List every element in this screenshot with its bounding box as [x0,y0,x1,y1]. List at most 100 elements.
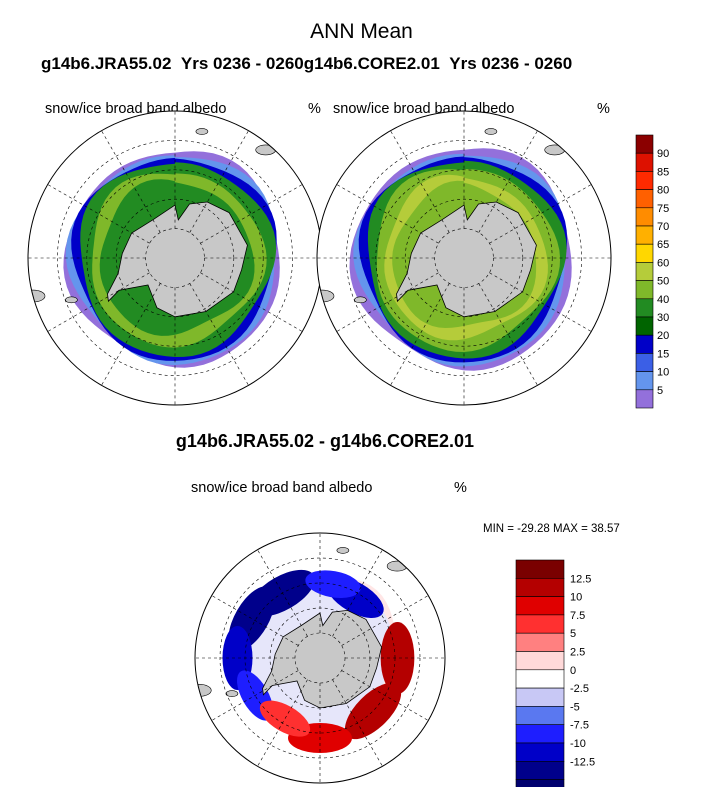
left-longitude-gridline [101,283,161,386]
abs-colorbar-box [635,280,654,300]
right-longitude-gridline [478,283,538,386]
diff-anomaly-patch [380,622,415,694]
abs-colorbar-label: 65 [657,239,669,251]
abs-colorbar-box [635,389,654,409]
difference-polar-map [195,533,445,783]
diff-longitude-gridline [257,679,308,767]
diff-colorbar-box [515,596,565,616]
abs-colorbar-box [635,134,654,154]
left-antarctica [107,201,248,318]
right-latitude-gridline [346,140,582,376]
diff-colorbar-box [515,632,565,652]
diff-colorbar-box [515,687,565,707]
abs-colorbar-label: 20 [657,330,669,342]
abs-colorbar-box [635,334,654,354]
diff-colorbar-box [515,724,565,744]
left-longitude-gridline [200,272,303,332]
left-case-name: g14b6.JRA55.02 [41,54,172,73]
abs-colorbar-box [635,353,654,372]
difference-title: g14b6.JRA55.02 - g14b6.CORE2.01 [175,431,475,451]
abs-colorbar-label: 5 [657,385,663,397]
difference-map-frame [194,532,446,784]
diff-colorbar-box [515,779,565,787]
right-landmass [484,128,498,135]
right-longitude-gridline [390,130,450,233]
abs-colorbar-box [635,152,654,172]
diff-colorbar-label: 12.5 [570,573,591,585]
difference-colorbar: 12.5 10 7.5 5 2.5 0 -2.5 -5 -7.5 -10 -12.5 [515,559,595,787]
diff-units-label: % [454,480,467,496]
diff-antarctica [262,609,383,709]
abs-colorbar-box [635,225,654,245]
right-longitude-gridline [489,272,592,332]
diff-variable-label: snow/ice broad band albedo [191,480,373,496]
diff-landmass [225,690,239,697]
diff-colorbar-label: 10 [570,592,582,604]
diff-colorbar-box [515,577,565,597]
diff-colorbar-label: 0 [570,665,576,677]
right-longitude-gridline [336,272,439,332]
abs-colorbar-label: 75 [657,203,669,215]
diff-colorbar-label: -5 [570,701,580,713]
right-longitude-gridline [478,130,538,233]
diff-colorbar-box [515,669,565,689]
right-antarctica [396,201,537,318]
right-landmass [544,144,566,156]
right-latitude-gridline [375,169,553,347]
diff-longitude-gridline [341,670,429,721]
diff-colorbar-box [515,742,565,762]
diff-colorbar-label: -2.5 [570,683,589,695]
left-longitude-gridline [189,283,249,386]
diff-longitude-gridline [341,595,429,646]
left-longitude-gridline [101,130,161,233]
abs-colorbar-label: 30 [657,312,669,324]
diff-anomaly-patch [344,682,402,740]
diff-longitude-gridline [332,549,383,637]
diff-colorbar-label: 7.5 [570,610,585,622]
abs-colorbar-label: 15 [657,348,669,360]
abs-colorbar-box [635,207,654,227]
diff-colorbar-label: 2.5 [570,647,585,659]
right-case-name: g14b6.CORE2.01 [303,54,440,73]
diff-longitude-gridline [211,670,299,721]
left-units-label: % [308,101,321,117]
abs-colorbar-box [635,243,654,263]
abs-colorbar-label: 60 [657,257,669,269]
left-latitude-gridline [86,169,264,347]
diff-colorbar-box [515,706,565,726]
abs-colorbar-label: 10 [657,367,669,379]
left-latitude-gridline [115,198,235,318]
left-landmass [255,144,277,156]
abs-colorbar-box [635,171,654,190]
right-latitude-gridline [404,198,524,318]
right-longitude-gridline [390,283,450,386]
abs-colorbar-label: 80 [657,185,669,197]
left-years: Yrs 0236 - 0260 [180,54,304,73]
right-longitude-gridline [336,184,439,244]
min-max-readout: MIN = -29.28 MAX = 38.57 [483,523,620,535]
diff-longitude-gridline [332,679,383,767]
right-map-frame [316,110,612,406]
left-latitude-gridline [57,140,293,376]
abs-colorbar-label: 85 [657,166,669,178]
left-longitude-gridline [189,130,249,233]
diff-colorbar-label: -10 [570,738,586,750]
panel-titles: g14b6.JRA55.02 Yrs 0236 - 0260g14b6.CORE… [41,54,572,74]
left-landmass [195,128,209,135]
right-units-label: % [597,101,610,117]
diff-colorbar-box [515,559,565,579]
abs-colorbar-box [635,316,654,336]
abs-colorbar-label: 40 [657,294,669,306]
diff-longitude-gridline [211,595,299,646]
diff-colorbar-label: 5 [570,628,576,640]
abs-colorbar-box [635,189,654,209]
left-longitude-gridline [47,272,150,332]
diff-longitude-gridline [257,549,308,637]
diff-colorbar-label: -7.5 [570,720,589,732]
right-landmass [354,296,367,304]
diff-colorbar-label: -12.5 [570,756,595,768]
diff-colorbar-box [515,651,565,671]
left-longitude-gridline [47,184,150,244]
abs-colorbar-label: 50 [657,276,669,288]
